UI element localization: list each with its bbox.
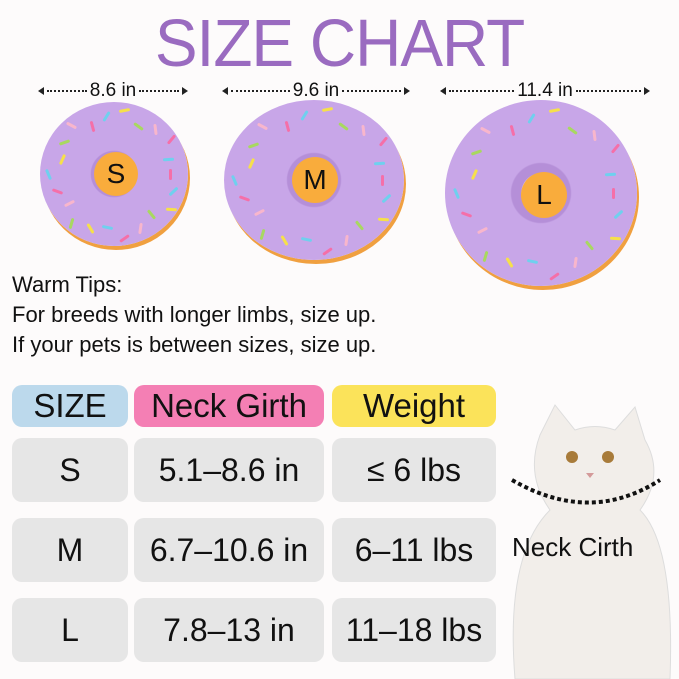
sprinkle [321, 247, 333, 257]
sprinkle [480, 126, 492, 135]
sprinkle [549, 271, 561, 281]
sprinkle [247, 141, 260, 149]
sprinkle [59, 153, 67, 166]
warm-tips: Warm Tips: For breeds with longer limbs,… [12, 272, 377, 357]
donut-collar-medium: M [224, 100, 404, 260]
sprinkle [280, 234, 289, 246]
sprinkle [549, 108, 561, 114]
sprinkle [470, 149, 482, 156]
sprinkle [572, 257, 578, 269]
table-cell: L [12, 598, 128, 662]
sprinkle [153, 124, 158, 136]
sprinkle [452, 187, 460, 200]
sprinkle [354, 220, 364, 231]
sprinkle [321, 106, 333, 112]
sprinkle [63, 199, 76, 208]
sprinkle [361, 125, 366, 137]
dimension-small: 8.6 in [38, 80, 189, 102]
sprinkle [461, 211, 473, 219]
sprinkle [68, 217, 75, 230]
sprinkle [284, 120, 291, 133]
sprinkle [381, 194, 392, 204]
sprinkle [337, 122, 349, 132]
sprinkle [168, 169, 172, 180]
page-title: SIZE CHART [154, 5, 525, 81]
size-badge: M [292, 157, 338, 203]
sprinkle [102, 224, 114, 230]
sprinkle [482, 251, 489, 263]
sprinkle [165, 207, 178, 212]
table-cell: ≤ 6 lbs [332, 438, 496, 502]
sprinkle [138, 222, 143, 234]
size-badge: L [521, 172, 567, 218]
sprinkle [378, 217, 390, 222]
sprinkle [300, 236, 312, 242]
sprinkle [477, 226, 489, 235]
sprinkle [86, 222, 95, 234]
sprinkle [510, 125, 516, 137]
sprinkle [605, 172, 617, 176]
sprinkle [119, 234, 131, 244]
sprinkle [119, 107, 131, 113]
table-cell: S [12, 438, 128, 502]
donut-collar-small: S [40, 102, 188, 246]
arrow-right-icon [182, 87, 189, 95]
table-cell: M [12, 518, 128, 582]
sprinkle [584, 240, 594, 251]
sprinkle [612, 210, 624, 220]
sprinkle [526, 258, 539, 265]
sprinkle [259, 229, 266, 241]
header-weight: Weight [332, 385, 496, 427]
sprinkle [45, 168, 53, 181]
arrow-left-icon [222, 87, 228, 95]
sprinkle [378, 136, 389, 147]
header-size: SIZE [12, 385, 128, 427]
sprinkle [612, 188, 616, 199]
table-cell: 6–11 lbs [332, 518, 496, 582]
sprinkle [102, 110, 112, 122]
header-neck-girth: Neck Girth [134, 385, 324, 427]
sprinkle [166, 134, 177, 145]
sprinkle [239, 195, 251, 203]
arrow-left-icon [440, 87, 446, 95]
sprinkle [256, 122, 268, 130]
sprinkle [162, 157, 174, 162]
sprinkle [247, 158, 256, 170]
sprinkle [566, 126, 578, 136]
sprinkle [609, 236, 621, 241]
sprinkle [380, 175, 384, 186]
sprinkle [58, 139, 71, 146]
sprinkle [610, 143, 620, 154]
sprinkle [89, 120, 96, 132]
cat-photo [511, 404, 672, 679]
sprinkle [527, 112, 536, 124]
sprinkle [343, 234, 349, 246]
sprinkle [66, 121, 78, 130]
arrow-left-icon [38, 87, 44, 95]
table-cell: 11–18 lbs [332, 598, 496, 662]
sprinkle [132, 121, 144, 131]
sprinkle [470, 168, 478, 180]
donut-collar-large: L [445, 100, 637, 286]
dimension-medium: 9.6 in [222, 80, 411, 102]
sprinkle [505, 257, 514, 269]
neck-measure-icon [511, 478, 662, 505]
table-cell: 6.7–10.6 in [134, 518, 324, 582]
sprinkle [300, 110, 310, 122]
arrow-right-icon [404, 87, 411, 95]
table-cell: 7.8–13 in [134, 598, 324, 662]
arrow-right-icon [644, 87, 651, 95]
neck-girth-label: Neck Cirth [512, 532, 634, 562]
sprinkle [51, 187, 63, 195]
size-badge: S [94, 152, 138, 196]
sprinkle [591, 130, 597, 142]
sprinkle [168, 186, 179, 196]
table-cell: 5.1–8.6 in [134, 438, 324, 502]
sprinkle [373, 162, 385, 166]
dimension-large: 11.4 in [440, 80, 651, 102]
sprinkle [230, 174, 239, 187]
sprinkle [146, 209, 156, 220]
sprinkle [253, 208, 266, 217]
